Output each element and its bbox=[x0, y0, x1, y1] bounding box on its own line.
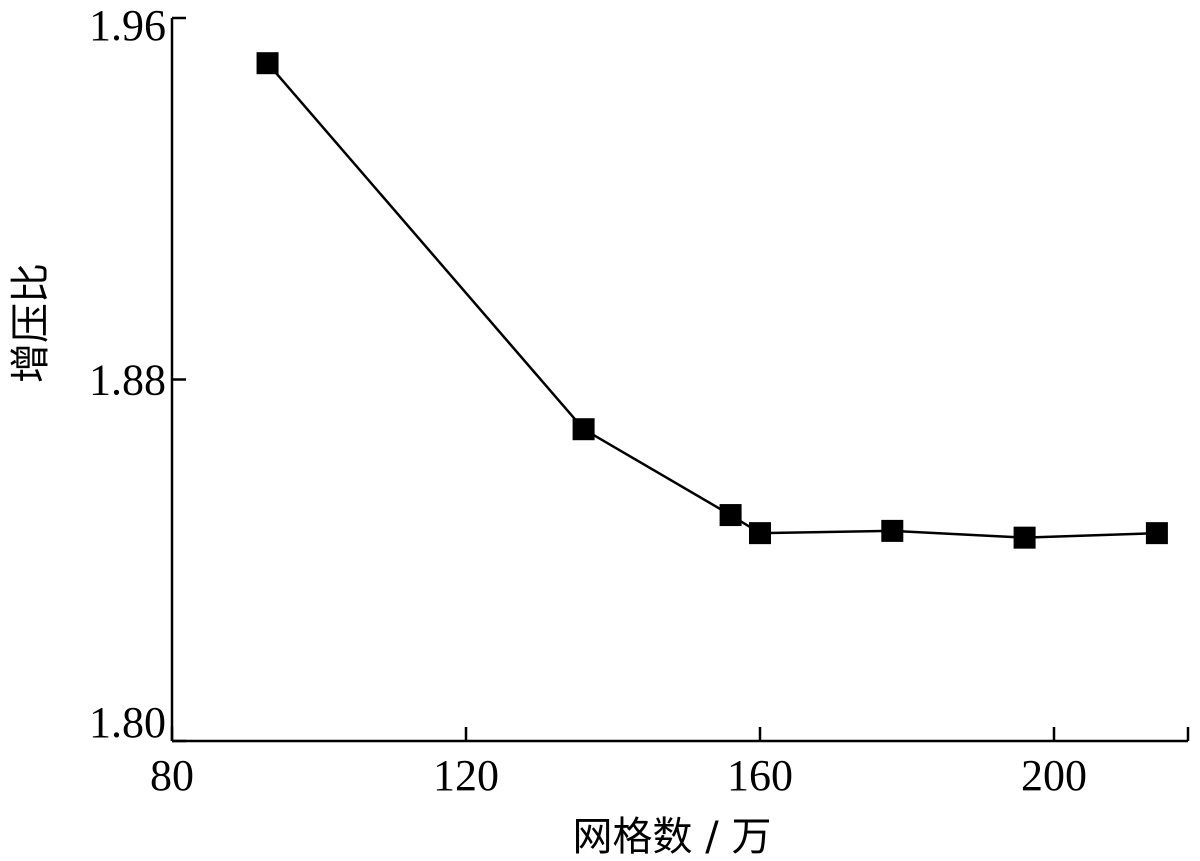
data-point-marker bbox=[881, 519, 904, 542]
y-tick-label: 1.96 bbox=[89, 1, 166, 50]
axes bbox=[170, 18, 1190, 743]
x-tick-label: 80 bbox=[150, 751, 194, 800]
y-ticks: 1.80 1.88 1.96 bbox=[89, 1, 186, 747]
x-tick-label: 200 bbox=[1021, 751, 1087, 800]
data-point-marker bbox=[256, 52, 279, 75]
y-axis-label: 增压比 bbox=[8, 263, 54, 383]
data-point-marker bbox=[572, 418, 595, 441]
y-tick-label: 1.80 bbox=[89, 698, 166, 747]
x-tick-label: 160 bbox=[727, 751, 793, 800]
data-point-marker bbox=[1145, 522, 1168, 545]
x-ticks: 80 120 160 200 bbox=[150, 727, 1087, 800]
y-tick-label: 1.88 bbox=[89, 356, 166, 405]
data-point-marker bbox=[1013, 526, 1036, 549]
x-tick-label: 120 bbox=[433, 751, 499, 800]
data-point-marker bbox=[719, 504, 742, 527]
series-layer bbox=[256, 52, 1168, 549]
series-line bbox=[266, 62, 1157, 539]
data-point-marker bbox=[749, 522, 771, 545]
x-axis-label: 网格数 / 万 bbox=[573, 814, 772, 860]
